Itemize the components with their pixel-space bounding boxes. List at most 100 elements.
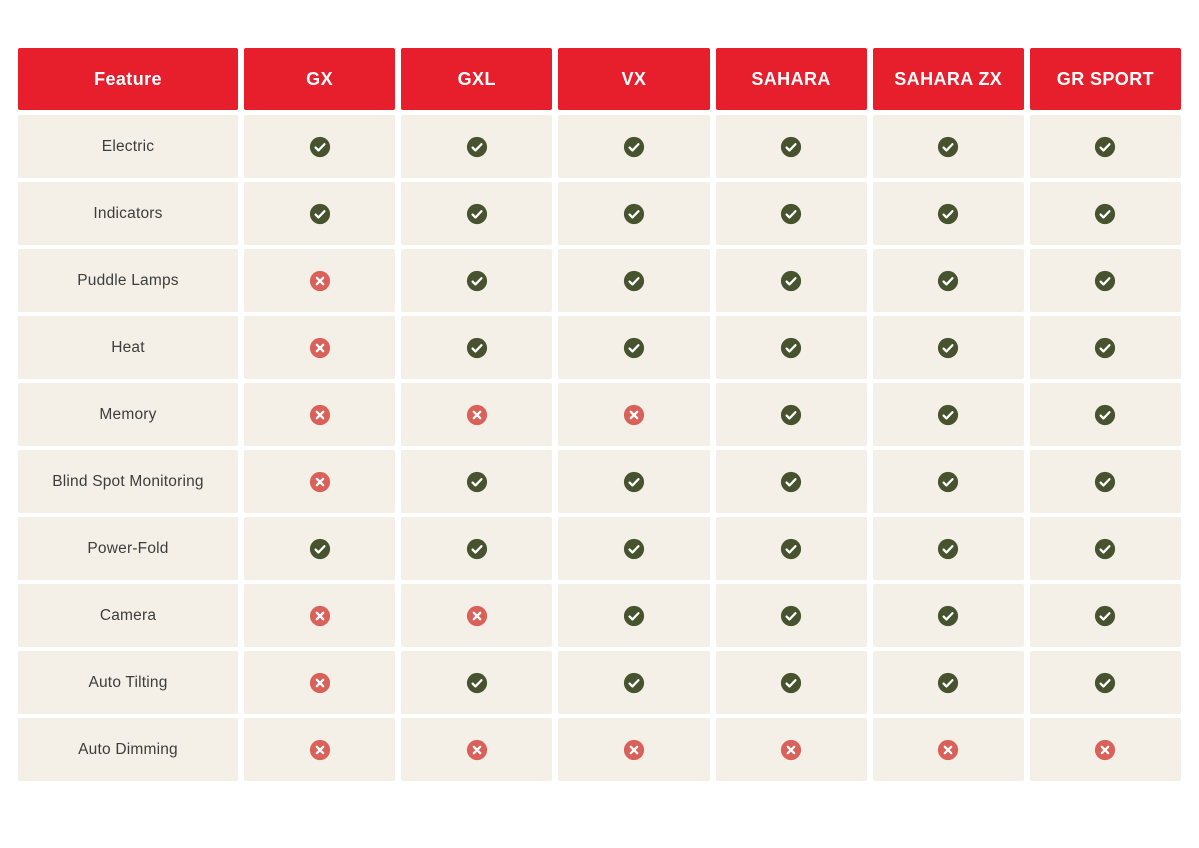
value-cell: [558, 517, 710, 580]
table-header: Feature GX GXL VX SAHARA SAHARA ZX GR SP…: [18, 48, 1181, 110]
cross-circle-icon: [466, 739, 488, 761]
check-circle-icon: [780, 605, 802, 627]
value-cell: [244, 517, 396, 580]
value-cell: [1029, 450, 1181, 513]
check-circle-icon: [466, 471, 488, 493]
value-cell: [715, 651, 867, 714]
value-cell: [244, 115, 396, 178]
cross-circle-icon: [309, 404, 331, 426]
header-cell-gx: GX: [244, 48, 396, 110]
check-circle-icon: [466, 538, 488, 560]
check-circle-icon: [623, 538, 645, 560]
header-cell-vx: VX: [558, 48, 710, 110]
check-circle-icon: [937, 471, 959, 493]
value-cell: [558, 718, 710, 781]
value-cell: [1029, 584, 1181, 647]
value-cell: [558, 651, 710, 714]
header-cell-gr-sport: GR SPORT: [1029, 48, 1181, 110]
value-cell: [558, 115, 710, 178]
check-circle-icon: [937, 538, 959, 560]
check-circle-icon: [623, 203, 645, 225]
check-circle-icon: [937, 672, 959, 694]
value-cell: [244, 651, 396, 714]
check-circle-icon: [1094, 203, 1116, 225]
check-circle-icon: [780, 538, 802, 560]
value-cell: [715, 182, 867, 245]
value-cell: [872, 182, 1024, 245]
cross-circle-icon: [623, 739, 645, 761]
check-circle-icon: [466, 672, 488, 694]
value-cell: [715, 115, 867, 178]
check-circle-icon: [937, 605, 959, 627]
value-cell: [715, 584, 867, 647]
table-row: Blind Spot Monitoring: [18, 450, 1181, 513]
feature-label: Memory: [18, 383, 238, 446]
value-cell: [244, 316, 396, 379]
check-circle-icon: [623, 136, 645, 158]
check-circle-icon: [1094, 605, 1116, 627]
check-circle-icon: [780, 672, 802, 694]
cross-circle-icon: [466, 605, 488, 627]
value-cell: [715, 383, 867, 446]
check-circle-icon: [466, 136, 488, 158]
check-circle-icon: [1094, 337, 1116, 359]
value-cell: [558, 383, 710, 446]
comparison-infographic: Feature GX GXL VX SAHARA SAHARA ZX GR SP…: [18, 48, 1181, 781]
value-cell: [244, 450, 396, 513]
check-circle-icon: [937, 203, 959, 225]
value-cell: [715, 517, 867, 580]
cross-circle-icon: [309, 471, 331, 493]
value-cell: [715, 316, 867, 379]
value-cell: [558, 316, 710, 379]
check-circle-icon: [623, 605, 645, 627]
cross-circle-icon: [623, 404, 645, 426]
value-cell: [1029, 115, 1181, 178]
feature-label: Auto Tilting: [18, 651, 238, 714]
value-cell: [872, 651, 1024, 714]
header-cell-sahara: SAHARA: [715, 48, 867, 110]
value-cell: [715, 249, 867, 312]
cross-circle-icon: [937, 739, 959, 761]
check-circle-icon: [1094, 538, 1116, 560]
value-cell: [401, 383, 553, 446]
value-cell: [872, 249, 1024, 312]
header-cell-sahara-zx: SAHARA ZX: [872, 48, 1024, 110]
check-circle-icon: [623, 471, 645, 493]
value-cell: [401, 182, 553, 245]
value-cell: [401, 316, 553, 379]
check-circle-icon: [780, 404, 802, 426]
cross-circle-icon: [309, 739, 331, 761]
value-cell: [244, 182, 396, 245]
check-circle-icon: [1094, 672, 1116, 694]
table-row: Camera: [18, 584, 1181, 647]
check-circle-icon: [623, 672, 645, 694]
check-circle-icon: [309, 203, 331, 225]
value-cell: [715, 718, 867, 781]
value-cell: [1029, 651, 1181, 714]
cross-circle-icon: [309, 270, 331, 292]
check-circle-icon: [780, 471, 802, 493]
value-cell: [1029, 316, 1181, 379]
check-circle-icon: [309, 136, 331, 158]
cross-circle-icon: [309, 605, 331, 627]
value-cell: [558, 584, 710, 647]
value-cell: [872, 584, 1024, 647]
check-circle-icon: [937, 136, 959, 158]
table-row: Memory: [18, 383, 1181, 446]
cross-circle-icon: [466, 404, 488, 426]
cross-circle-icon: [309, 337, 331, 359]
check-circle-icon: [309, 538, 331, 560]
check-circle-icon: [466, 337, 488, 359]
table-row: Heat: [18, 316, 1181, 379]
value-cell: [872, 450, 1024, 513]
value-cell: [401, 584, 553, 647]
table-row: Auto Tilting: [18, 651, 1181, 714]
table-row: Puddle Lamps: [18, 249, 1181, 312]
value-cell: [715, 450, 867, 513]
table-row: Power-Fold: [18, 517, 1181, 580]
value-cell: [558, 249, 710, 312]
value-cell: [1029, 718, 1181, 781]
check-circle-icon: [623, 337, 645, 359]
value-cell: [1029, 383, 1181, 446]
value-cell: [401, 718, 553, 781]
